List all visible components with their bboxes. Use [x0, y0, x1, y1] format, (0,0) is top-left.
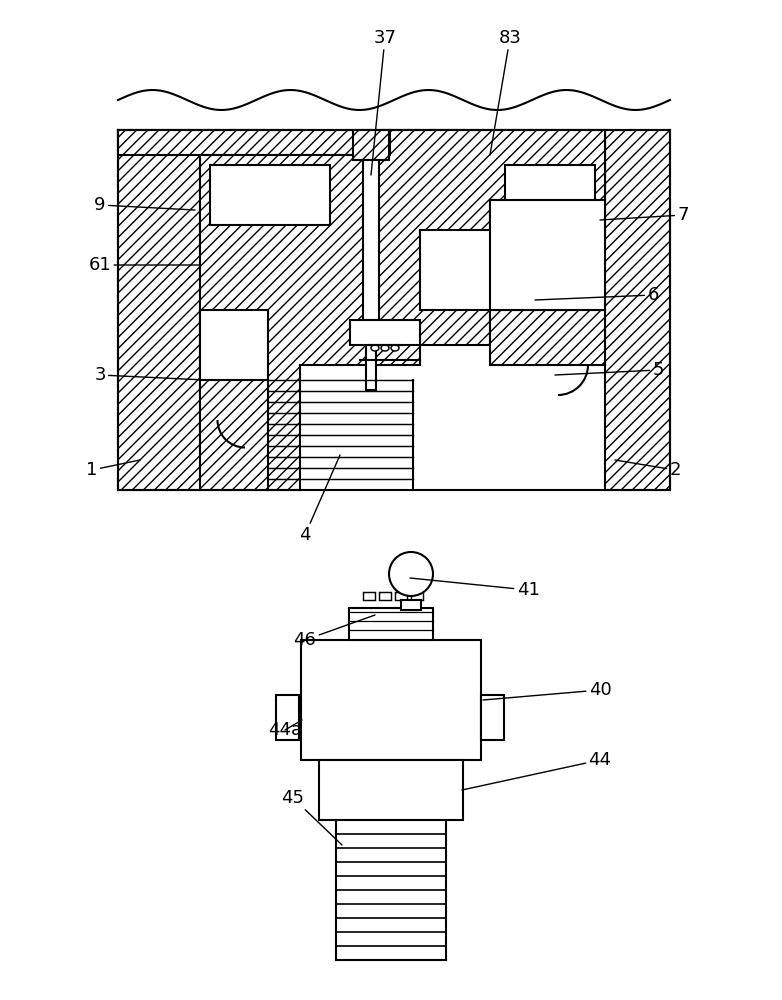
Bar [401, 600, 421, 610]
Ellipse shape [391, 345, 399, 351]
Bar [353, 130, 389, 160]
Text: 37: 37 [371, 29, 396, 175]
Bar [319, 760, 463, 820]
Text: 83: 83 [490, 29, 522, 155]
Text: 41: 41 [410, 578, 540, 599]
Text: 1: 1 [86, 460, 140, 479]
Polygon shape [390, 130, 605, 200]
Bar [363, 160, 379, 345]
Polygon shape [200, 130, 605, 490]
Text: 44: 44 [462, 751, 612, 790]
Text: 3: 3 [95, 366, 205, 384]
Ellipse shape [381, 345, 389, 351]
Bar [379, 592, 391, 600]
Bar [481, 695, 504, 740]
Bar [276, 695, 299, 740]
Text: 40: 40 [483, 681, 612, 700]
Text: 7: 7 [600, 206, 689, 224]
Bar [490, 200, 605, 310]
Bar [395, 592, 407, 600]
Text: 9: 9 [95, 196, 195, 214]
Text: 6: 6 [535, 286, 658, 304]
Circle shape [389, 552, 433, 596]
Bar [411, 592, 423, 600]
Ellipse shape [371, 345, 379, 351]
Text: 61: 61 [88, 256, 200, 274]
Text: 4: 4 [300, 455, 340, 544]
Bar [200, 310, 268, 380]
Bar [366, 345, 376, 390]
Text: 44a: 44a [268, 720, 302, 739]
Bar [505, 165, 595, 260]
Polygon shape [605, 130, 670, 490]
Bar [301, 640, 481, 760]
Polygon shape [118, 130, 300, 490]
Polygon shape [118, 130, 390, 155]
Text: 46: 46 [293, 615, 375, 649]
Text: 45: 45 [282, 789, 342, 845]
Bar [350, 320, 420, 345]
Text: 5: 5 [555, 361, 664, 379]
Bar [349, 608, 433, 640]
Bar [363, 592, 375, 600]
Text: 2: 2 [615, 460, 681, 479]
Bar [210, 165, 330, 225]
Polygon shape [490, 310, 605, 365]
